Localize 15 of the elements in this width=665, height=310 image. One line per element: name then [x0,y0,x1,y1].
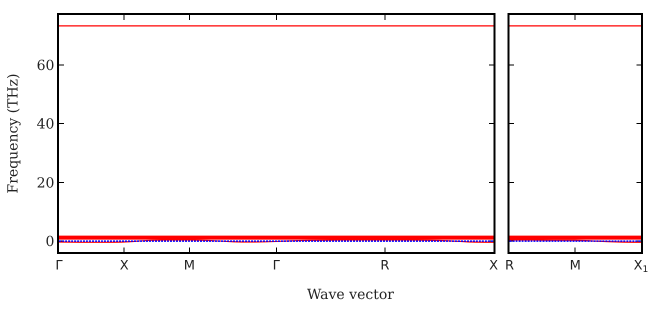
x-tick-label: R [504,258,514,274]
y-tick-label: 20 [36,175,54,192]
x-tick-label: R [380,258,390,274]
x-tick-label: X [120,258,129,274]
x-tick-label: Γ [55,258,64,274]
x-tick-label: M [570,258,581,274]
x-tick-label: X [489,258,498,274]
x-tick-label: M [184,258,195,274]
y-axis-title: Frequency (THz) [6,73,22,194]
y-tick-label: 60 [36,58,54,74]
x-tick-label: X$_{1}$ [634,258,648,276]
x-tick-label: Γ [272,258,281,274]
y-tick-label: 40 [36,116,54,133]
y-tick-label: 0 [46,234,54,250]
x-axis-title: Wave vector [307,287,394,303]
